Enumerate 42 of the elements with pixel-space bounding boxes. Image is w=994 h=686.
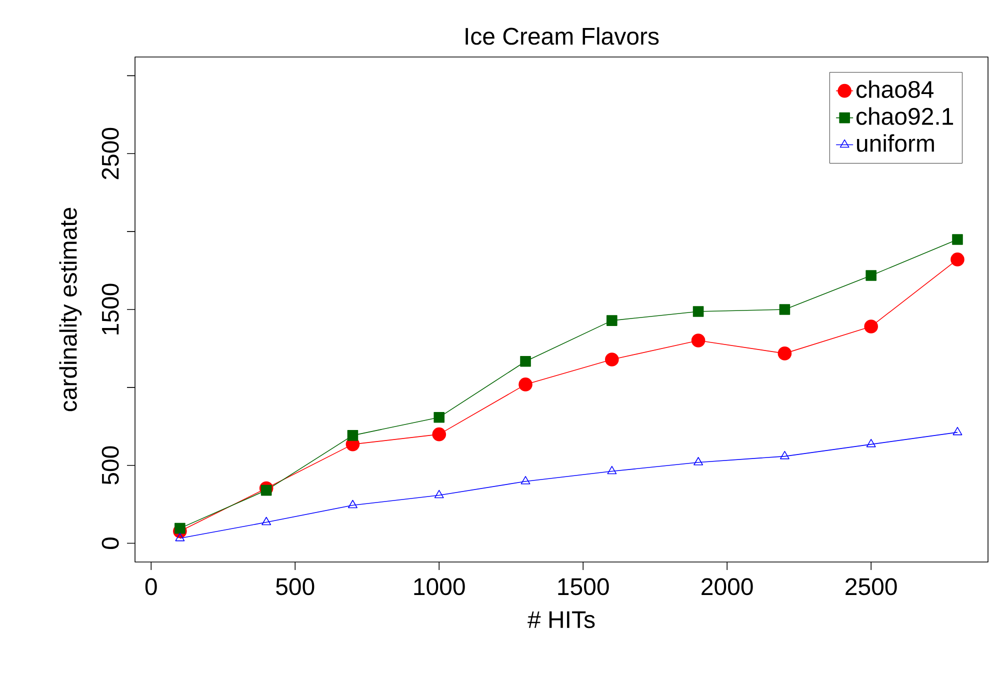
chart-title: Ice Cream Flavors <box>466 27 659 45</box>
point <box>691 334 706 348</box>
x-tick-label: 1500 <box>558 578 609 596</box>
y-tick-label: 500 <box>102 446 119 484</box>
point <box>866 438 876 448</box>
point <box>520 356 531 367</box>
x-tick-label: 1000 <box>414 578 465 596</box>
point <box>606 315 618 326</box>
point <box>952 234 963 245</box>
x-tick-label: 2500 <box>846 578 897 596</box>
x-axis-title: # HITs <box>528 611 595 628</box>
y-tick-label: 0 <box>102 538 119 550</box>
point <box>864 320 878 334</box>
point <box>262 516 272 526</box>
point <box>174 522 186 534</box>
point <box>518 378 532 392</box>
y-axis-title: cardinality estimate <box>59 208 82 412</box>
legend-label: chao92.1 <box>856 107 954 125</box>
point <box>434 490 444 498</box>
legend-label: chao84 <box>856 80 934 98</box>
point <box>952 426 962 436</box>
point <box>605 352 619 366</box>
point <box>692 306 704 317</box>
point <box>432 427 446 442</box>
point <box>866 270 876 281</box>
point <box>347 430 358 441</box>
x-tick-label: 500 <box>276 578 314 596</box>
point <box>348 500 358 508</box>
point <box>260 484 272 496</box>
point <box>520 476 530 484</box>
legend-label: uniform <box>857 134 934 152</box>
point <box>780 450 790 460</box>
point <box>434 412 445 423</box>
point <box>607 466 617 474</box>
x-tick-label: 0 <box>145 578 157 596</box>
point <box>778 346 792 360</box>
x-tick-label: 2000 <box>702 578 753 596</box>
point <box>779 304 790 315</box>
y-tick-label: 2500 <box>102 128 119 180</box>
point <box>950 252 964 266</box>
y-tick-label: 1500 <box>102 284 119 334</box>
point <box>694 456 704 466</box>
